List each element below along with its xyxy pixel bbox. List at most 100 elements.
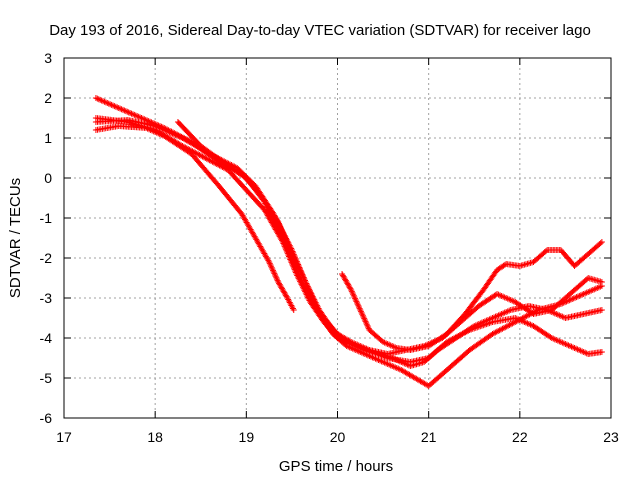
x-axis-label: GPS time / hours — [279, 458, 393, 475]
data-point-marker — [294, 269, 301, 276]
data-point-marker — [577, 292, 584, 299]
data-point-marker — [292, 265, 299, 272]
data-point-marker — [353, 298, 360, 305]
data-point-marker — [569, 296, 576, 302]
data-point-marker — [354, 301, 361, 308]
data-point-marker — [305, 292, 312, 299]
data-point-marker — [263, 201, 270, 208]
data-point-marker — [276, 229, 283, 236]
data-point-marker — [295, 271, 302, 278]
data-point-marker — [274, 224, 281, 231]
data-point-marker — [165, 128, 172, 135]
x-tick-labels: 17 18 19 20 21 22 23 — [56, 429, 619, 445]
data-point-marker — [302, 286, 309, 293]
data-point-marker — [283, 243, 290, 250]
y-tick-label: -3 — [40, 290, 53, 306]
y-tick-labels: 3 2 1 0 -1 -2 -3 -4 -5 -6 — [40, 50, 53, 426]
data-point-marker — [277, 230, 284, 237]
series-track-6 — [339, 239, 605, 353]
data-point-marker — [292, 264, 299, 271]
data-point-marker — [119, 106, 126, 113]
data-point-marker — [268, 264, 275, 271]
data-point-marker — [542, 248, 549, 255]
data-point-marker — [346, 338, 353, 345]
data-point-marker — [359, 312, 366, 319]
data-point-marker — [265, 207, 272, 214]
data-point-marker — [170, 131, 177, 138]
data-point-marker — [271, 219, 278, 226]
data-point-marker — [262, 200, 269, 207]
data-point-marker — [267, 210, 274, 217]
data-point-marker — [297, 274, 304, 281]
data-point-marker — [271, 271, 278, 278]
x-tick-label: 21 — [421, 429, 437, 445]
data-point-marker — [358, 309, 365, 316]
data-point-marker — [284, 246, 291, 253]
data-point-marker — [303, 287, 310, 294]
data-point-marker — [364, 322, 371, 329]
data-point-marker — [280, 236, 287, 243]
grid-lines — [64, 58, 611, 418]
data-point-marker — [291, 262, 298, 269]
data-point-marker — [268, 263, 275, 270]
data-point-marker — [176, 133, 183, 140]
data-point-marker — [347, 285, 354, 292]
x-tick-label: 17 — [56, 429, 72, 445]
y-tick-label: 3 — [44, 50, 52, 66]
series-track-3 — [92, 117, 605, 365]
data-point-marker — [273, 223, 280, 230]
data-point-marker — [286, 249, 293, 256]
data-point-marker — [285, 248, 292, 255]
data-point-marker — [162, 127, 169, 134]
data-point-marker — [118, 106, 125, 113]
data-point-marker — [598, 279, 605, 285]
y-tick-label: 2 — [44, 90, 52, 106]
y-tick-label: 0 — [44, 170, 52, 186]
data-point-marker — [92, 95, 99, 101]
series-track-5 — [174, 119, 605, 357]
data-point-marker — [172, 131, 179, 138]
data-point-marker — [132, 112, 139, 119]
data-point-marker — [110, 102, 117, 109]
x-tick-label: 20 — [330, 429, 346, 445]
data-point-marker — [278, 232, 285, 239]
data-point-marker — [598, 307, 605, 313]
data-point-marker — [117, 105, 124, 112]
data-point-marker — [290, 261, 297, 268]
data-point-marker — [352, 297, 359, 303]
data-point-marker — [300, 281, 307, 288]
data-point-marker — [362, 318, 369, 325]
data-point-marker — [137, 114, 144, 121]
x-tick-label: 22 — [512, 429, 528, 445]
data-point-marker — [272, 220, 279, 227]
data-point-marker — [97, 96, 104, 103]
data-point-marker — [263, 203, 270, 210]
data-point-marker — [100, 98, 107, 105]
data-point-marker — [279, 233, 286, 240]
x-tick-label: 18 — [147, 429, 163, 445]
data-point-marker — [360, 314, 367, 321]
data-point-marker — [95, 96, 102, 103]
data-point-marker — [357, 308, 364, 315]
axis-ticks — [63, 57, 612, 419]
data-point-marker — [290, 259, 297, 266]
x-tick-label: 19 — [239, 429, 255, 445]
data-point-marker — [273, 274, 280, 281]
data-point-marker — [566, 297, 573, 304]
data-point-marker — [270, 216, 277, 223]
data-point-marker — [94, 95, 101, 102]
data-point-marker — [266, 260, 273, 267]
data-point-marker — [107, 101, 114, 108]
data-point-marker — [349, 289, 356, 296]
data-point-marker — [286, 251, 293, 257]
data-point-marker — [271, 270, 278, 277]
data-point-marker — [98, 97, 105, 104]
y-tick-label: -5 — [40, 370, 53, 386]
data-point-marker — [279, 235, 286, 241]
data-point-marker — [111, 103, 118, 110]
data-point-marker — [121, 107, 128, 114]
data-point-marker — [296, 272, 303, 279]
data-point-marker — [105, 100, 112, 107]
data-point-marker — [293, 267, 300, 273]
